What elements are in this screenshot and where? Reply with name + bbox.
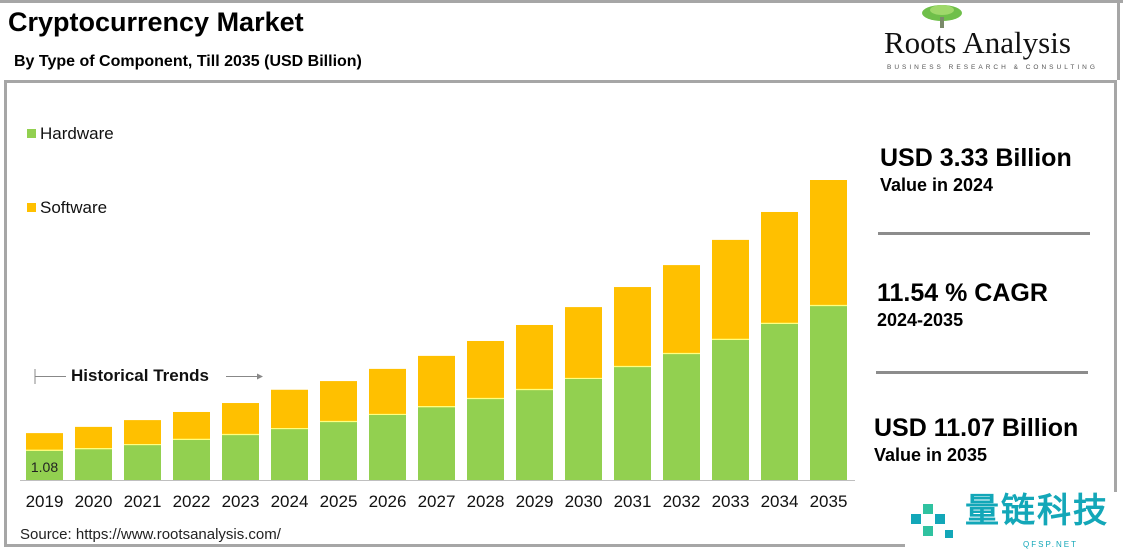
stat-value: 11.54 % CAGR	[877, 279, 1048, 307]
chart-title: Cryptocurrency Market	[8, 7, 304, 37]
data-label: 1.08	[31, 459, 58, 475]
bar-hardware-2032	[663, 353, 700, 480]
x-tick-label: 2027	[418, 492, 456, 511]
bar-software-2020	[75, 426, 112, 450]
x-tick-label: 2035	[810, 492, 848, 511]
x-tick-label: 2032	[663, 492, 701, 511]
legend-label: Software	[40, 198, 108, 217]
bar-hardware-2021	[124, 445, 161, 480]
bar-hardware-2030	[565, 378, 602, 480]
stat-label: 2024-2035	[877, 310, 964, 330]
logo-tagline: BUSINESS RESEARCH & CONSULTING	[887, 64, 1098, 71]
bar-hardware-2031	[614, 366, 651, 480]
bar-hardware-2026	[369, 414, 406, 480]
stat-value: USD 11.07 Billion	[874, 414, 1079, 442]
bar-software-2030	[565, 307, 602, 379]
legend-item-hardware: Hardware	[27, 124, 114, 144]
stat-label: Value in 2035	[874, 445, 988, 465]
bar-hardware-2020	[75, 449, 112, 480]
bar-software-2033	[712, 239, 749, 340]
x-tick-label: 2028	[467, 492, 505, 511]
bar-hardware-2028	[467, 398, 504, 480]
x-tick-label: 2024	[271, 492, 309, 511]
x-tick-label: 2029	[516, 492, 554, 511]
tree-icon	[922, 5, 962, 28]
x-tick-label: 2030	[565, 492, 603, 511]
legend-swatch-hardware	[27, 129, 36, 138]
historical-trends-label: Historical Trends	[71, 366, 209, 385]
right-border	[1117, 0, 1120, 80]
logo-name: Roots Analysis	[884, 25, 1071, 60]
legend-swatch-software	[27, 203, 36, 212]
bar-software-2034	[761, 211, 798, 324]
x-tick-label: 2033	[712, 492, 750, 511]
bar-hardware-2029	[516, 390, 553, 480]
bar-hardware-2035	[810, 306, 847, 480]
x-tick-label: 2031	[614, 492, 652, 511]
x-tick-label: 2021	[124, 492, 162, 511]
roots-analysis-logo: Roots Analysis BUSINESS RESEARCH & CONSU…	[880, 5, 1095, 76]
bar-hardware-2022	[173, 439, 210, 480]
bar-hardware-2027	[418, 407, 455, 480]
bar-software-2021	[124, 420, 161, 446]
arrow-head-icon	[257, 373, 263, 380]
bar-software-2032	[663, 265, 700, 354]
watermark-subtext: QFSP.NET	[1023, 540, 1078, 549]
stacked-bar-chart: 1.08 2019 2020 2021 2022 2023 2024 2025 2026 202…	[20, 180, 855, 511]
bar-software-2029	[516, 324, 553, 391]
bar-hardware-2033	[712, 339, 749, 480]
chart-frame	[4, 80, 1117, 547]
bar-software-2024	[271, 389, 308, 430]
bar-hardware-2023	[222, 435, 259, 480]
bar-software-2022	[173, 411, 210, 440]
bar-hardware-2025	[320, 422, 357, 480]
stat-value-2035: USD 11.07 Billion Value in 2035	[874, 414, 1078, 466]
stat-label: Value in 2024	[880, 175, 994, 195]
bar-software-2023	[222, 403, 259, 436]
source-note: Source: https://www.rootsanalysis.com/	[20, 526, 281, 543]
stat-divider	[878, 232, 1090, 235]
x-tick-label: 2020	[75, 492, 113, 511]
bar-software-2028	[467, 340, 504, 399]
watermark-logo-icon	[911, 504, 953, 538]
bar-hardware-2019	[26, 450, 63, 480]
bar-software-2027	[418, 355, 455, 408]
stat-divider	[876, 371, 1088, 374]
chart-subtitle: By Type of Component, Till 2035 (USD Bil…	[14, 53, 362, 70]
x-tick-label: 2026	[369, 492, 407, 511]
legend-item-software: Software	[27, 198, 107, 218]
legend-label: Hardware	[40, 124, 114, 143]
x-tick-label: 2023	[222, 492, 260, 511]
watermark-text: 量链科技	[965, 492, 1109, 530]
x-tick-label: 2025	[320, 492, 358, 511]
x-tick-label: 2034	[761, 492, 799, 511]
bar-software-2025	[320, 381, 357, 423]
top-border	[0, 0, 1123, 3]
bar-software-2019	[26, 433, 63, 451]
bar-hardware-2034	[761, 323, 798, 480]
stat-value: USD 3.33 Billion	[880, 144, 1072, 172]
x-tick-label: 2019	[26, 492, 64, 511]
bar-software-2031	[614, 287, 651, 367]
watermark: 量链科技 QFSP.NET	[905, 492, 1123, 553]
stat-value-2024: USD 3.33 Billion Value in 2024	[880, 144, 1072, 196]
x-tick-label: 2022	[173, 492, 211, 511]
stat-cagr: 11.54 % CAGR 2024-2035	[877, 279, 1048, 331]
bar-hardware-2024	[271, 429, 308, 480]
bar-software-2026	[369, 368, 406, 415]
bar-software-2035	[810, 180, 847, 307]
